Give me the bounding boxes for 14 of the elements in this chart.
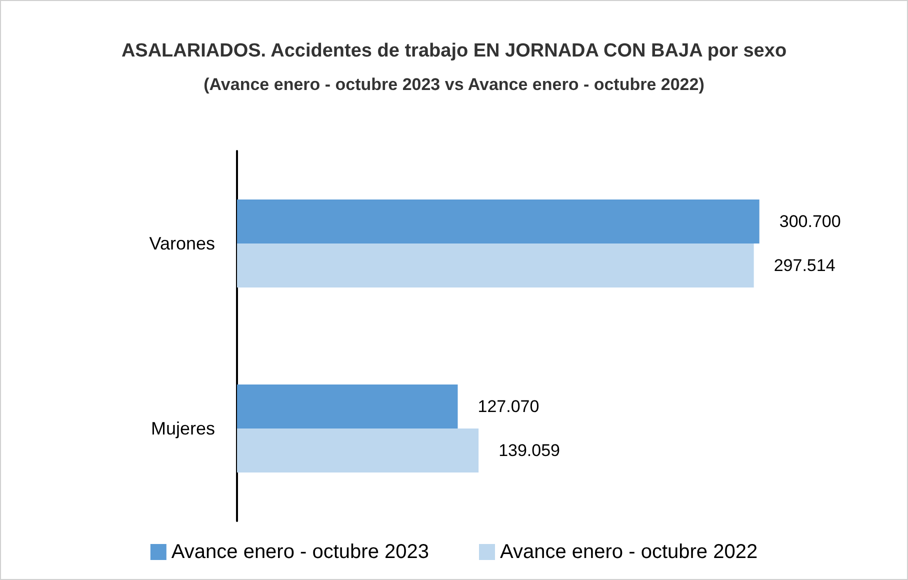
chart-subtitle: (Avance enero - octubre 2023 vs Avance enero - octubre 2022) [204, 75, 704, 94]
y-tick-label: Varones [149, 234, 215, 254]
bar [237, 428, 479, 472]
data-label: 127.070 [478, 397, 540, 416]
bar [237, 200, 760, 244]
y-tick-label: Mujeres [150, 418, 215, 438]
bar [237, 244, 754, 288]
legend-label: Avance enero - octubre 2022 [500, 541, 758, 563]
data-label: 297.514 [774, 256, 836, 275]
legend-label: Avance enero - octubre 2023 [171, 541, 430, 563]
data-label: 300.700 [779, 212, 841, 231]
data-label: 139.059 [498, 441, 560, 460]
bar [237, 384, 458, 428]
chart-title: ASALARIADOS. Accidentes de trabajo EN JORNADA CON BAJA por sexo [121, 40, 787, 62]
